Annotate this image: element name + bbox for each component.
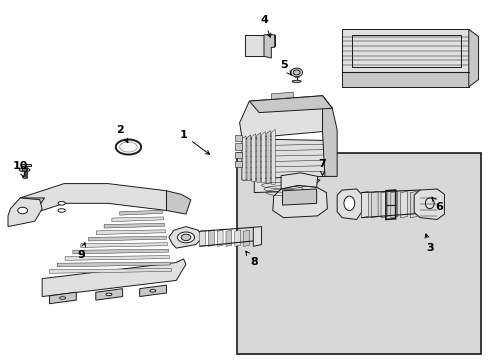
Polygon shape [271,130,275,184]
Polygon shape [8,198,42,226]
Polygon shape [261,132,265,183]
Polygon shape [249,96,331,113]
Polygon shape [341,30,468,72]
Polygon shape [73,249,168,254]
Polygon shape [234,152,242,158]
Polygon shape [96,289,122,300]
Ellipse shape [290,68,302,77]
Polygon shape [336,189,361,220]
Ellipse shape [177,232,194,243]
Polygon shape [253,226,261,246]
Polygon shape [390,192,397,218]
Polygon shape [104,224,164,228]
Polygon shape [42,259,185,297]
Ellipse shape [150,289,156,292]
Polygon shape [81,243,167,247]
Ellipse shape [58,202,65,205]
Polygon shape [10,198,44,220]
Polygon shape [96,230,165,234]
Polygon shape [243,230,249,246]
Polygon shape [254,176,320,193]
Text: 5: 5 [279,60,291,75]
Polygon shape [234,161,242,167]
Ellipse shape [120,142,137,152]
Polygon shape [266,131,270,184]
Ellipse shape [58,209,65,212]
Ellipse shape [22,176,26,178]
Polygon shape [256,133,260,182]
Text: 7: 7 [318,159,325,175]
Polygon shape [245,35,274,56]
Polygon shape [234,143,242,149]
Polygon shape [272,185,327,218]
Text: 2: 2 [116,125,128,143]
Ellipse shape [293,70,300,75]
Text: 8: 8 [245,251,258,267]
Ellipse shape [22,169,27,171]
Polygon shape [380,192,387,218]
Polygon shape [234,135,242,141]
Text: 4: 4 [260,15,270,37]
Polygon shape [413,189,444,220]
Text: 9: 9 [77,243,85,260]
Text: 6: 6 [431,197,443,212]
Ellipse shape [60,297,65,299]
Text: 3: 3 [424,234,433,253]
Polygon shape [20,184,166,218]
Polygon shape [341,72,468,87]
Ellipse shape [19,168,30,172]
Ellipse shape [116,139,141,154]
Polygon shape [242,136,245,180]
Polygon shape [49,269,171,273]
Polygon shape [57,262,170,267]
Polygon shape [409,192,416,218]
Polygon shape [242,139,331,180]
Polygon shape [281,173,317,189]
Polygon shape [88,236,166,241]
Polygon shape [166,191,190,214]
Polygon shape [239,96,331,139]
Bar [237,153,480,354]
Polygon shape [271,92,293,99]
Polygon shape [217,230,223,246]
Polygon shape [140,285,166,297]
Polygon shape [49,292,76,304]
Polygon shape [264,35,274,58]
Polygon shape [246,135,250,181]
Ellipse shape [343,196,354,211]
Polygon shape [282,189,316,205]
Polygon shape [322,96,336,176]
Ellipse shape [292,80,301,82]
Polygon shape [112,217,163,222]
Polygon shape [225,230,231,246]
Ellipse shape [106,293,112,296]
Polygon shape [251,134,255,181]
Polygon shape [199,230,205,246]
Polygon shape [208,230,214,246]
Ellipse shape [181,234,190,240]
Text: 1: 1 [179,130,209,154]
Polygon shape [400,192,407,218]
Polygon shape [370,192,377,218]
Polygon shape [234,230,240,246]
Polygon shape [120,211,162,215]
Polygon shape [468,30,478,87]
Polygon shape [361,192,367,218]
Bar [21,164,31,166]
Polygon shape [168,226,203,248]
Text: 10: 10 [13,161,28,177]
Polygon shape [65,256,169,260]
Ellipse shape [18,207,27,214]
